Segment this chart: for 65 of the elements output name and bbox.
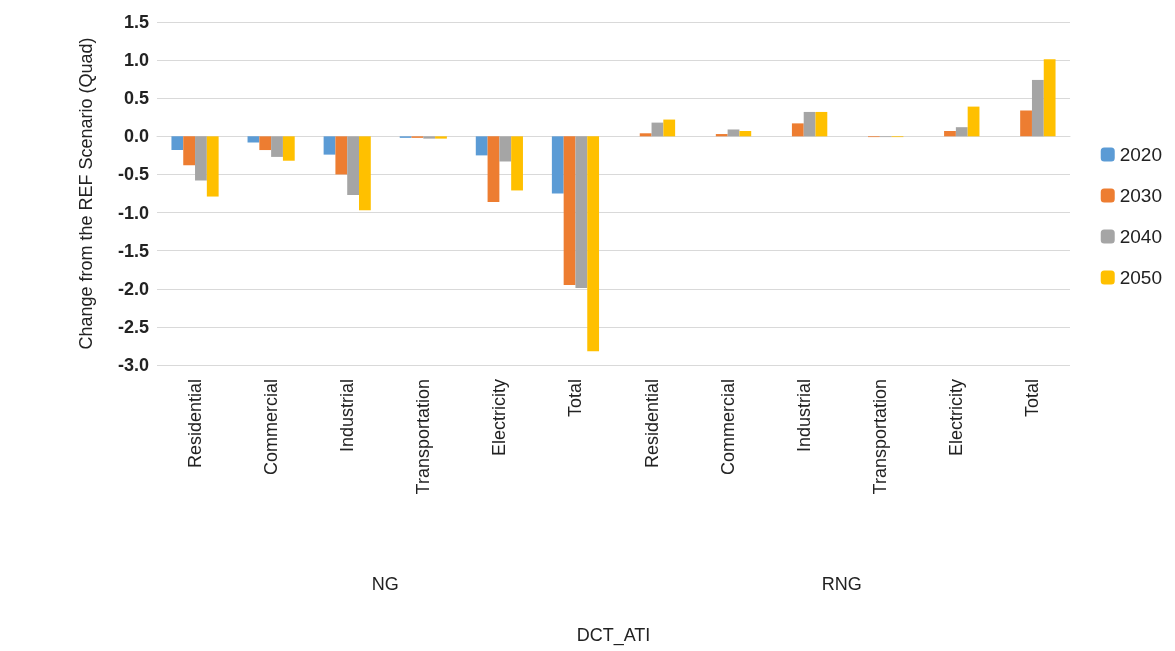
bar: [739, 131, 752, 137]
bar: [335, 136, 348, 175]
bar: [171, 136, 184, 151]
y-tick-label: 1.5: [123, 12, 149, 32]
bar: [663, 119, 676, 137]
bar: [944, 131, 956, 137]
bar: [282, 136, 295, 161]
bar: [1031, 79, 1044, 137]
bar: [423, 136, 436, 139]
bar: [967, 106, 980, 137]
bar: [791, 123, 804, 137]
bar: [639, 133, 652, 137]
y-tick-label: -2.5: [117, 316, 149, 337]
bar: [563, 136, 576, 285]
bar: [803, 111, 816, 137]
bar: [475, 136, 488, 156]
y-tick-label: -1.0: [117, 202, 149, 223]
bar: [347, 136, 359, 196]
bar: [206, 136, 219, 197]
y-axis-title: Change from the REF Scenario (Quad): [76, 37, 96, 350]
y-tick-label: 0.0: [123, 126, 149, 147]
x-tick-label: Industrial: [337, 379, 358, 453]
bar: [511, 136, 523, 191]
bar: [587, 136, 600, 352]
bar: [955, 127, 968, 137]
bar: [575, 136, 588, 289]
bar: [359, 136, 371, 211]
x-tick-label: Industrial: [793, 379, 814, 453]
text: NG: [371, 574, 399, 594]
y-tick-label: 1.0: [123, 50, 149, 71]
y-tick-label: -3.0: [117, 355, 149, 375]
legend-label: 2040: [1119, 226, 1163, 247]
x-tick-label: Commercial: [717, 379, 738, 476]
y-tick-label: -1.5: [117, 240, 149, 261]
legend-label: 2020: [1119, 144, 1163, 165]
bar: [487, 136, 500, 202]
y-tick-label: -0.5: [117, 164, 149, 185]
bar: [815, 111, 828, 137]
bar: [183, 136, 196, 166]
bar: [499, 136, 512, 162]
bar: [259, 136, 272, 151]
text: RNG: [821, 574, 862, 594]
y-tick-label: -2.0: [117, 278, 149, 299]
bar: [551, 136, 564, 194]
legend-label: 2050: [1119, 267, 1163, 288]
bar: [323, 136, 336, 155]
text: DCT_ATI: [576, 625, 651, 646]
x-tick-label: Electricity: [945, 379, 966, 457]
x-tick-label: Residential: [185, 379, 206, 469]
x-tick-label: Transportation: [869, 379, 890, 495]
bar: [1043, 59, 1056, 137]
x-tick-label: Commercial: [261, 379, 282, 476]
bar: [247, 136, 260, 143]
bar: [1020, 110, 1032, 137]
bar: [727, 129, 740, 137]
bar: [271, 136, 283, 157]
legend-label: 2030: [1119, 185, 1163, 206]
bar: [435, 136, 447, 139]
x-tick-label: Electricity: [489, 379, 510, 457]
x-tick-label: Total: [565, 379, 586, 418]
x-tick-label: Transportation: [413, 379, 434, 495]
bar: [195, 136, 207, 181]
x-tick-label: Residential: [641, 379, 662, 469]
x-tick-label: Total: [1021, 379, 1042, 418]
y-tick-label: 0.5: [123, 88, 149, 109]
